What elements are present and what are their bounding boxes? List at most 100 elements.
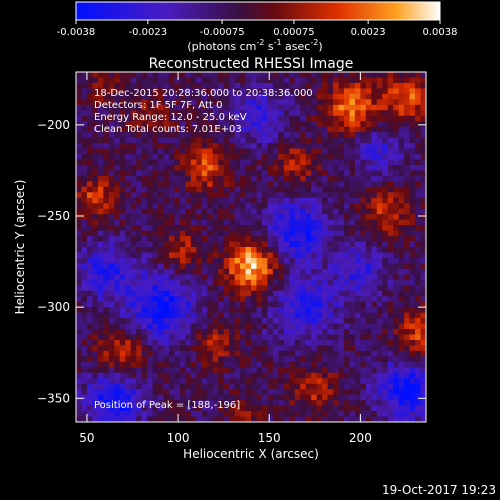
heatmap-pixel — [283, 197, 290, 204]
heatmap-pixel — [152, 339, 159, 346]
heatmap-pixel — [92, 257, 99, 264]
heatmap-pixel — [371, 126, 378, 133]
heatmap-pixel — [130, 279, 137, 286]
heatmap-pixel — [229, 263, 235, 270]
heatmap-pixel — [196, 82, 203, 89]
heatmap-pixel — [136, 126, 143, 133]
heatmap-pixel — [229, 389, 235, 396]
heatmap-pixel — [305, 389, 312, 396]
heatmap-pixel — [322, 356, 328, 363]
heatmap-pixel — [125, 257, 132, 264]
heatmap-pixel — [322, 389, 328, 396]
heatmap-pixel — [343, 247, 350, 253]
heatmap-pixel — [158, 329, 164, 335]
heatmap-pixel — [343, 77, 350, 84]
heatmap-pixel — [201, 230, 208, 237]
heatmap-pixel — [294, 236, 301, 242]
heatmap-pixel — [76, 88, 82, 95]
heatmap-pixel — [97, 104, 104, 111]
heatmap-pixel — [81, 121, 88, 128]
heatmap-pixel — [338, 285, 345, 292]
heatmap-pixel — [333, 290, 339, 297]
heatmap-pixel — [305, 252, 312, 259]
heatmap-pixel — [398, 329, 405, 335]
heatmap-pixel — [158, 115, 164, 122]
heatmap-pixel — [398, 339, 405, 346]
heatmap-pixel — [283, 312, 290, 319]
heatmap-pixel — [136, 307, 143, 314]
heatmap-pixel — [365, 247, 372, 253]
heatmap-pixel — [294, 197, 301, 204]
heatmap-pixel — [234, 197, 241, 204]
heatmap-pixel — [196, 143, 203, 149]
heatmap-pixel — [136, 104, 143, 111]
heatmap-pixel — [163, 394, 170, 401]
heatmap-pixel — [267, 356, 274, 363]
heatmap-pixel — [387, 323, 394, 330]
heatmap-pixel — [311, 247, 318, 253]
heatmap-pixel — [163, 345, 170, 352]
heatmap-pixel — [201, 143, 208, 149]
heatmap-pixel — [174, 214, 181, 221]
heatmap-pixel — [190, 241, 197, 248]
heatmap-pixel — [103, 104, 110, 111]
heatmap-pixel — [174, 181, 181, 188]
heatmap-pixel — [97, 394, 104, 401]
heatmap-pixel — [108, 104, 115, 111]
heatmap-pixel — [272, 241, 279, 248]
heatmap-pixel — [278, 285, 285, 292]
heatmap-pixel — [349, 110, 356, 117]
heatmap-pixel — [240, 82, 246, 89]
heatmap-pixel — [108, 154, 115, 160]
heatmap-pixel — [201, 323, 208, 330]
heatmap-pixel — [420, 236, 426, 242]
heatmap-pixel — [76, 290, 82, 297]
heatmap-pixel — [251, 115, 257, 122]
heatmap-pixel — [130, 247, 137, 253]
heatmap-pixel — [125, 383, 132, 390]
heatmap-pixel — [86, 154, 93, 160]
heatmap-pixel — [201, 405, 208, 412]
heatmap-pixel — [125, 99, 132, 106]
heatmap-pixel — [251, 252, 257, 259]
heatmap-pixel — [300, 203, 307, 210]
heatmap-pixel — [322, 274, 328, 281]
heatmap-pixel — [327, 148, 334, 155]
heatmap-pixel — [185, 197, 192, 204]
heatmap-pixel — [343, 143, 350, 149]
heatmap-pixel — [76, 285, 82, 292]
heatmap-pixel — [382, 208, 389, 215]
heatmap-pixel — [305, 356, 312, 363]
heatmap-pixel — [196, 72, 203, 78]
heatmap-pixel — [179, 405, 186, 412]
heatmap-pixel — [92, 372, 99, 379]
heatmap-pixel — [333, 208, 339, 215]
heatmap-pixel — [163, 93, 170, 100]
heatmap-pixel — [305, 148, 312, 155]
heatmap-pixel — [240, 203, 246, 210]
heatmap-pixel — [327, 203, 334, 210]
heatmap-pixel — [382, 339, 389, 346]
heatmap-pixel — [185, 104, 192, 111]
heatmap-pixel — [125, 186, 132, 193]
heatmap-pixel — [130, 159, 137, 166]
heatmap-pixel — [365, 93, 372, 100]
heatmap-pixel — [207, 143, 214, 149]
heatmap-pixel — [365, 181, 372, 188]
heatmap-pixel — [322, 148, 328, 155]
heatmap-pixel — [305, 143, 312, 149]
heatmap-pixel — [300, 159, 307, 166]
heatmap-pixel — [196, 383, 203, 390]
heatmap-pixel — [190, 345, 197, 352]
heatmap-pixel — [261, 148, 268, 155]
heatmap-pixel — [108, 312, 115, 319]
heatmap-pixel — [218, 93, 225, 100]
heatmap-pixel — [256, 279, 263, 286]
heatmap-pixel — [201, 93, 208, 100]
heatmap-pixel — [305, 268, 312, 275]
heatmap-pixel — [371, 350, 378, 357]
heatmap-pixel — [163, 175, 170, 182]
heatmap-pixel — [278, 252, 285, 259]
heatmap-pixel — [223, 285, 230, 292]
heatmap-pixel — [196, 329, 203, 335]
